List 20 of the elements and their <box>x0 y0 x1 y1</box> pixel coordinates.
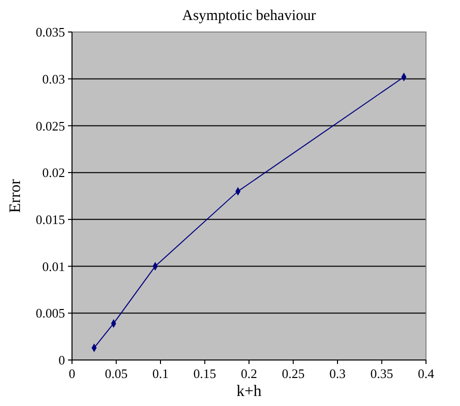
y-tick-label: 0.01 <box>42 258 65 274</box>
x-tick-label: 0.3 <box>329 366 346 381</box>
y-tick-label: 0.035 <box>36 24 65 40</box>
y-axis-title: Error <box>7 178 24 213</box>
x-tick-label: 0.05 <box>104 366 128 381</box>
x-tick-label: 0.4 <box>418 366 435 381</box>
y-tick-label: 0 <box>58 352 65 368</box>
x-tick-label: 0.15 <box>193 366 216 381</box>
y-tick-label: 0.015 <box>36 212 65 227</box>
y-tick-label: 0.02 <box>42 165 65 180</box>
y-tick-label: 0.005 <box>36 306 65 321</box>
x-tick-label: 0.2 <box>240 366 258 381</box>
y-tick-label: 0.03 <box>42 71 65 86</box>
x-tick-label: 0.25 <box>282 366 305 381</box>
chart-title: Asymptotic behaviour <box>182 8 316 24</box>
x-axis-title: k+h <box>236 383 262 400</box>
y-tick-label: 0.025 <box>36 118 65 134</box>
x-tick-label: 0 <box>68 366 76 381</box>
x-tick-label: 0.35 <box>370 366 394 381</box>
x-tick-label: 0.1 <box>152 366 169 381</box>
